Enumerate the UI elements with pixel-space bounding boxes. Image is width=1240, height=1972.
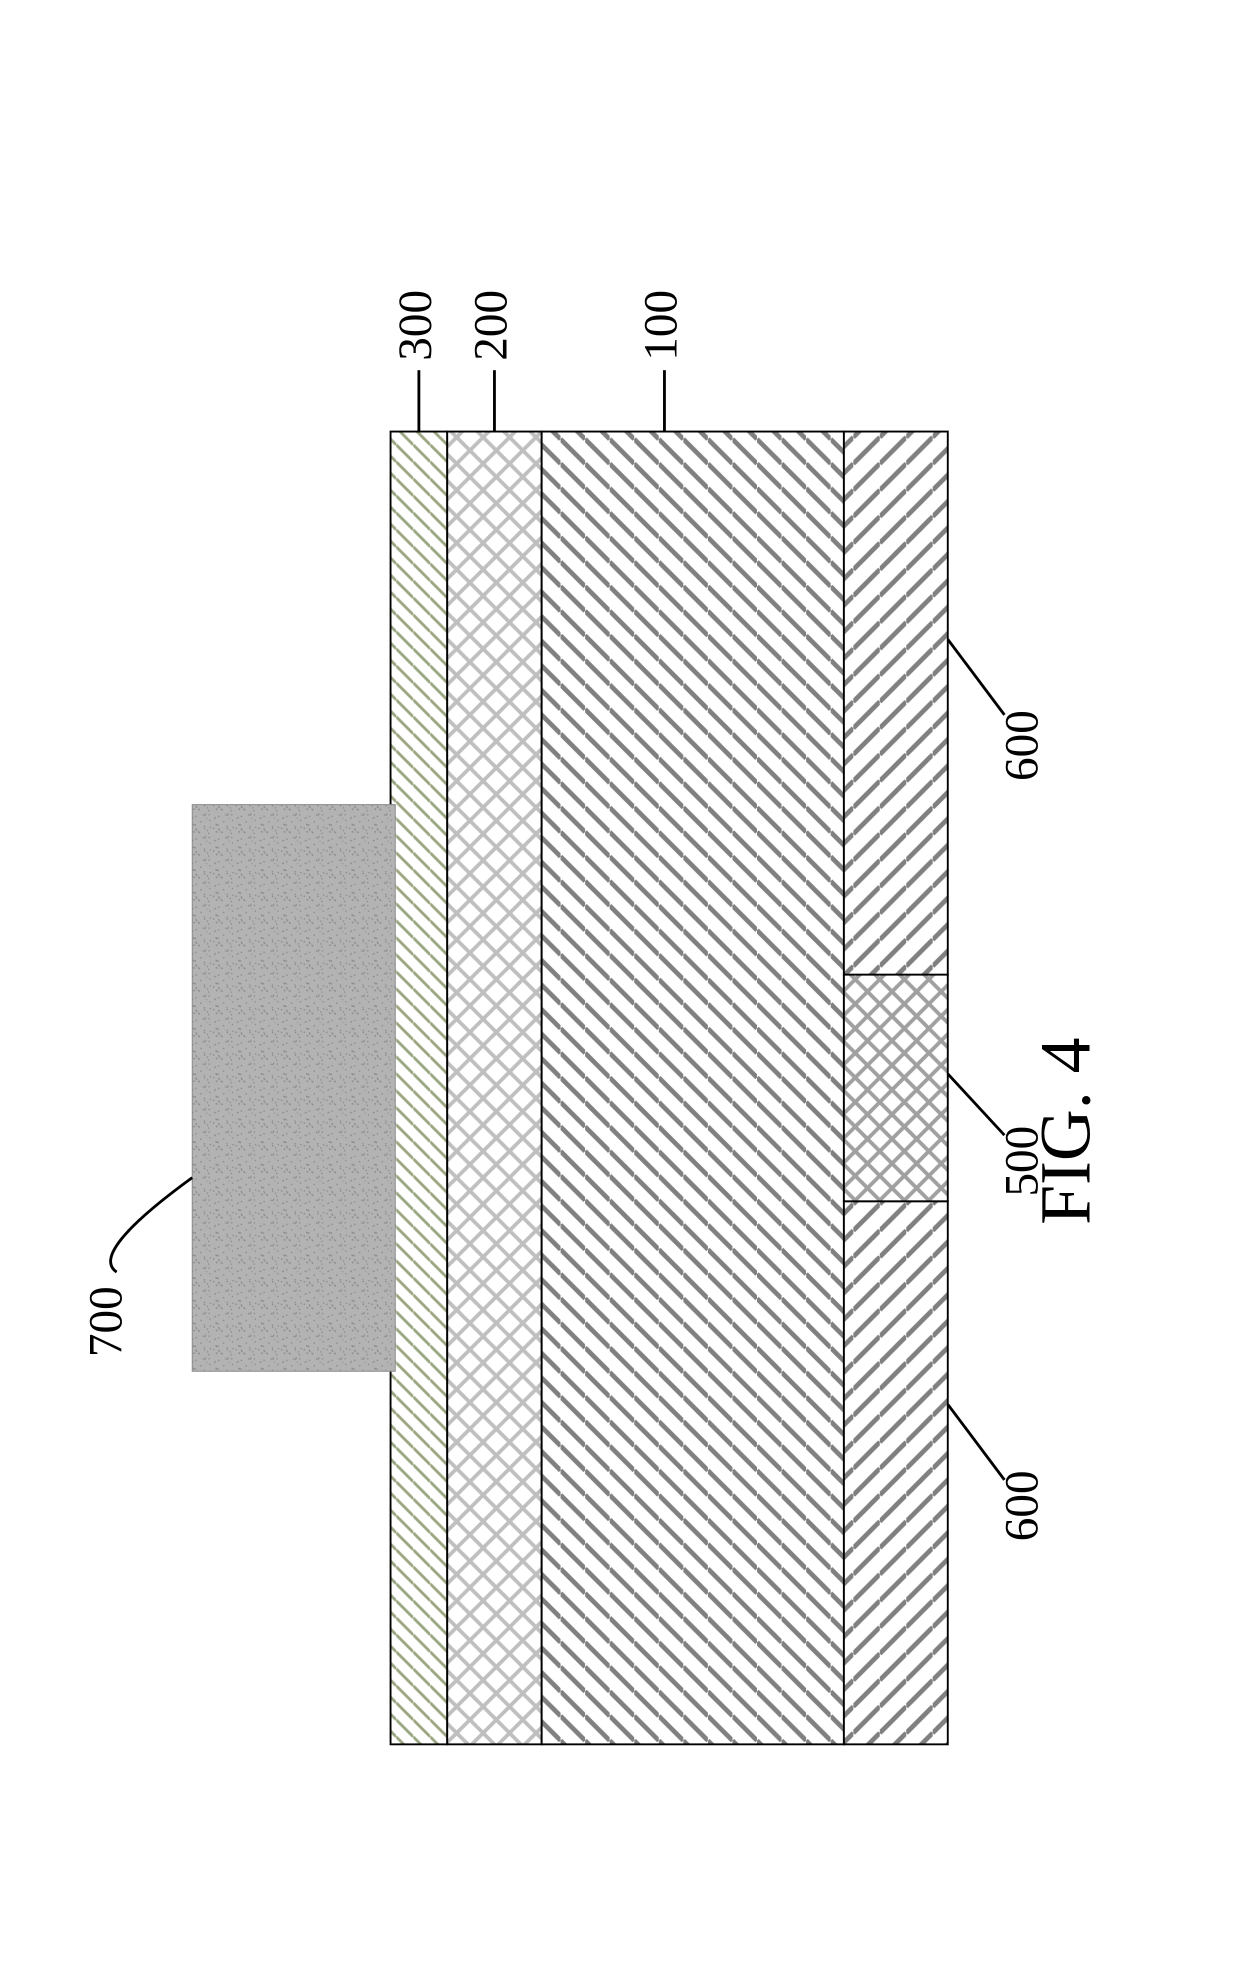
label-600: 600 [997,710,1049,781]
layer-600-right [844,432,948,975]
layer-600-left [844,1201,948,1744]
diagram-svg: 300200100600500600700 FIG. 4 [20,186,1120,1886]
layer-200 [447,432,541,1745]
layer-500 [844,975,948,1202]
figure-4: 300200100600500600700 FIG. 4 [170,136,1070,1836]
layer-300 [391,432,448,1745]
label-700: 700 [80,1286,132,1357]
label-300: 300 [390,290,442,361]
label-100: 100 [636,290,688,361]
label-200: 200 [466,290,518,361]
layer-100 [542,432,844,1745]
block-700 [192,805,395,1372]
label-600: 600 [997,1470,1049,1541]
figure-caption: FIG. 4 [1025,1037,1105,1224]
